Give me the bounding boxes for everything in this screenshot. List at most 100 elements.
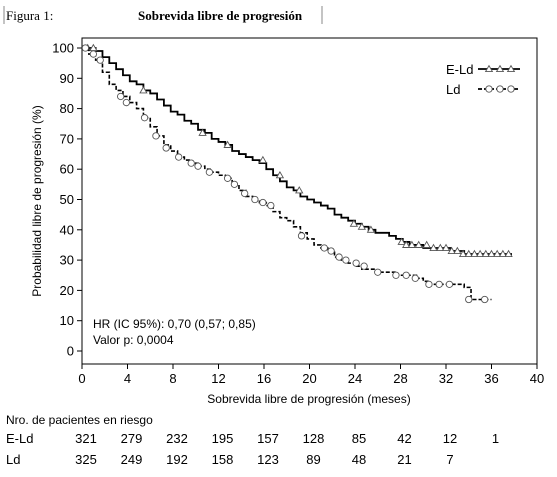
censor-marker [458, 249, 468, 258]
censor-marker [360, 262, 368, 270]
risk-cell: 192 [166, 452, 188, 467]
censor-marker [139, 86, 148, 94]
y-tick-label: 70 [60, 131, 74, 146]
y-axis-title: Probabilidad libre de progresión (%) [30, 105, 44, 296]
y-tick-label: 50 [60, 192, 74, 207]
censor-marker [481, 295, 489, 304]
y-tick-label: 90 [60, 71, 74, 86]
plot-frame [81, 37, 538, 365]
censor-marker [349, 219, 359, 227]
risk-cell: 48 [352, 452, 366, 467]
x-tick-label: 20 [302, 371, 316, 386]
x-tick-label: 36 [484, 371, 498, 386]
risk-cell: 321 [75, 431, 97, 446]
censor-marker [445, 280, 454, 288]
censor-marker [475, 249, 485, 258]
risk-cell: 12 [443, 431, 457, 446]
risk-cell: 89 [306, 452, 320, 467]
censor-marker [241, 189, 249, 198]
censor-marker [335, 253, 343, 261]
y-tick-label: 40 [60, 222, 74, 237]
censor-marker [493, 249, 502, 258]
censor-marker [96, 56, 104, 64]
censor-marker [392, 271, 400, 279]
y-tick-label: 20 [60, 283, 74, 298]
y-axis: 0 10 20 30 40 50 60 70 80 90 100 [52, 41, 82, 359]
legend-label-ld: Ld [446, 82, 460, 97]
censor-marker [465, 295, 473, 304]
censor-marker [259, 198, 267, 207]
p-value-annotation: Valor p: 0,0004 [93, 333, 174, 347]
censor-marker [402, 240, 411, 248]
legend-marker [507, 85, 515, 93]
risk-cell: 158 [212, 452, 234, 467]
legend-marker [496, 85, 504, 93]
censor-marker [342, 256, 350, 264]
y-tick-label: 10 [60, 313, 74, 328]
risk-cell: 1 [492, 431, 499, 446]
series-ld [81, 44, 492, 304]
x-tick-label: 0 [78, 371, 85, 386]
censor-marker [481, 249, 490, 258]
censor-marker [447, 246, 456, 255]
censor-marker [357, 222, 367, 230]
censor-marker [422, 240, 431, 248]
risk-cell: 128 [303, 431, 325, 446]
censor-marker [275, 170, 285, 179]
risk-cell: 279 [121, 431, 143, 446]
censor-marker [89, 50, 98, 58]
legend: E-Ld Ld [446, 62, 520, 97]
censor-marker [470, 249, 479, 258]
censor-marker [429, 243, 438, 251]
censor-marker [175, 153, 183, 161]
legend-sample-ld [478, 85, 520, 93]
risk-cell: 85 [352, 431, 366, 446]
censor-marker [251, 195, 259, 204]
risk-cell: 7 [446, 452, 453, 467]
legend-marker [495, 64, 505, 73]
censor-marker [327, 247, 335, 255]
censor-marker [425, 280, 433, 288]
x-tick-label: 4 [124, 371, 131, 386]
censor-marker [258, 155, 268, 164]
survival-curve [82, 47, 512, 255]
censor-marker [223, 174, 232, 182]
censor-marker [441, 243, 451, 251]
figure-title: Sobrevida libre de progresión [138, 8, 303, 23]
censor-marker [435, 280, 443, 288]
censor-marker [295, 186, 304, 194]
censor-marker [397, 237, 406, 245]
series-layer [81, 43, 513, 304]
censor-marker [140, 114, 149, 122]
y-tick-label: 80 [60, 101, 74, 116]
censor-marker [320, 244, 328, 252]
legend-label-e-ld: E-Ld [446, 62, 473, 77]
censor-marker [81, 44, 90, 52]
risk-cell: 21 [397, 452, 411, 467]
censor-marker [453, 246, 462, 255]
risk-cell: 232 [166, 431, 188, 446]
risk-cell: 195 [212, 431, 234, 446]
figure-label: Figura 1: [6, 8, 53, 23]
y-tick-label: 30 [60, 253, 74, 268]
censor-marker [230, 180, 239, 189]
risk-table-title: Nro. de pacientes en riesgo [6, 413, 153, 427]
censor-marker [498, 249, 508, 258]
censor-marker [366, 225, 376, 233]
censor-marker [162, 144, 170, 152]
censor-marker [122, 98, 131, 107]
hazard-ratio-annotation: HR (IC 95%): 0,70 (0,57; 0,85) [93, 317, 256, 331]
censor-marker [402, 271, 410, 279]
y-tick-label: 0 [67, 344, 74, 359]
censor-marker [464, 249, 473, 258]
legend-sample-e-ld [478, 64, 520, 73]
x-tick-label: 28 [393, 371, 407, 386]
risk-cell: 123 [257, 452, 279, 467]
figure-caption: Figura 1: Sobrevida libre de progresión [3, 6, 323, 24]
y-tick-label: 100 [52, 41, 74, 56]
censor-marker [117, 92, 125, 101]
censor-marker [194, 162, 202, 170]
censor-marker [198, 128, 207, 136]
